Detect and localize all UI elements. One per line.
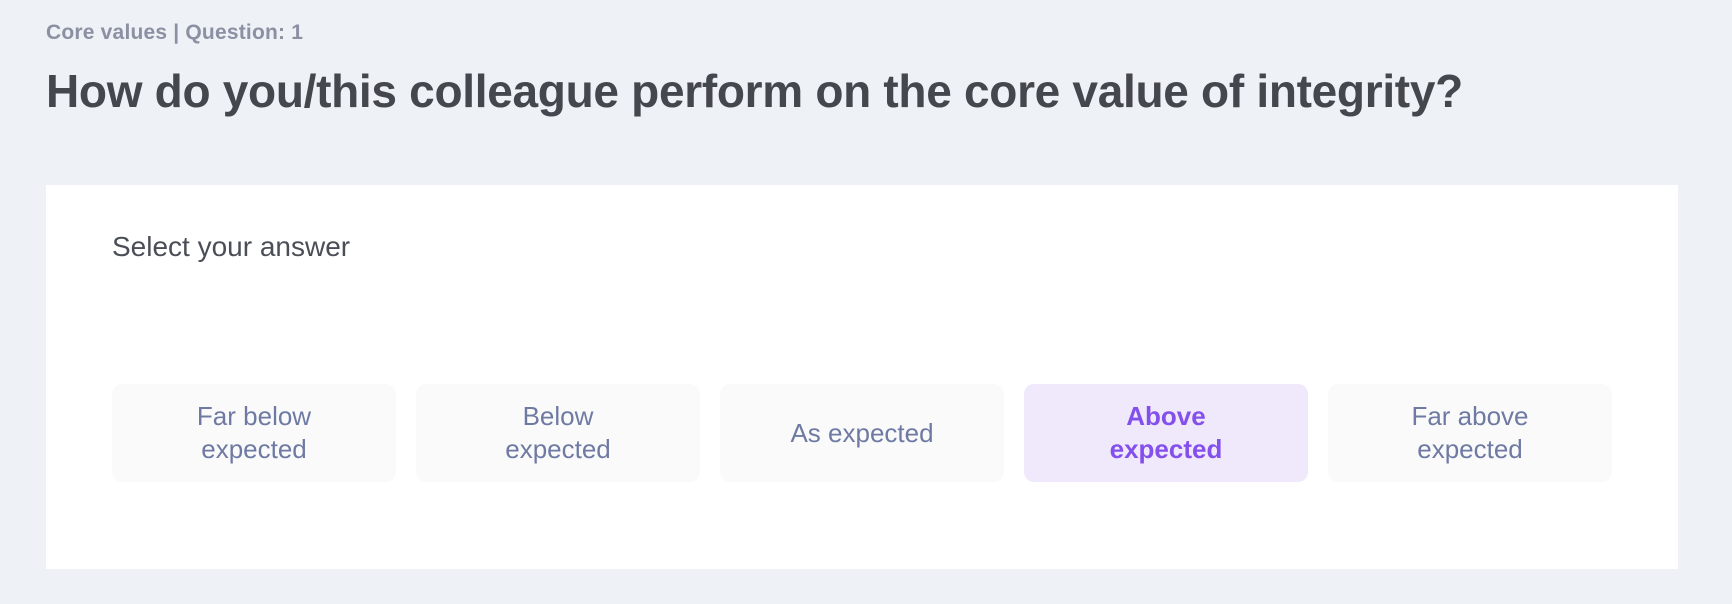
answer-options: Far below expected Below expected As exp… — [112, 384, 1612, 482]
breadcrumb: Core values | Question: 1 — [46, 21, 304, 44]
option-below-expected[interactable]: Below expected — [416, 384, 700, 482]
answer-card: Select your answer Far below expected Be… — [46, 185, 1678, 569]
question-title: How do you/this colleague perform on the… — [46, 65, 1463, 117]
option-above-expected[interactable]: Above expected — [1024, 384, 1308, 482]
answer-prompt: Select your answer — [112, 231, 351, 262]
option-far-below-expected[interactable]: Far below expected — [112, 384, 396, 482]
option-as-expected[interactable]: As expected — [720, 384, 1004, 482]
option-far-above-expected[interactable]: Far above expected — [1328, 384, 1612, 482]
